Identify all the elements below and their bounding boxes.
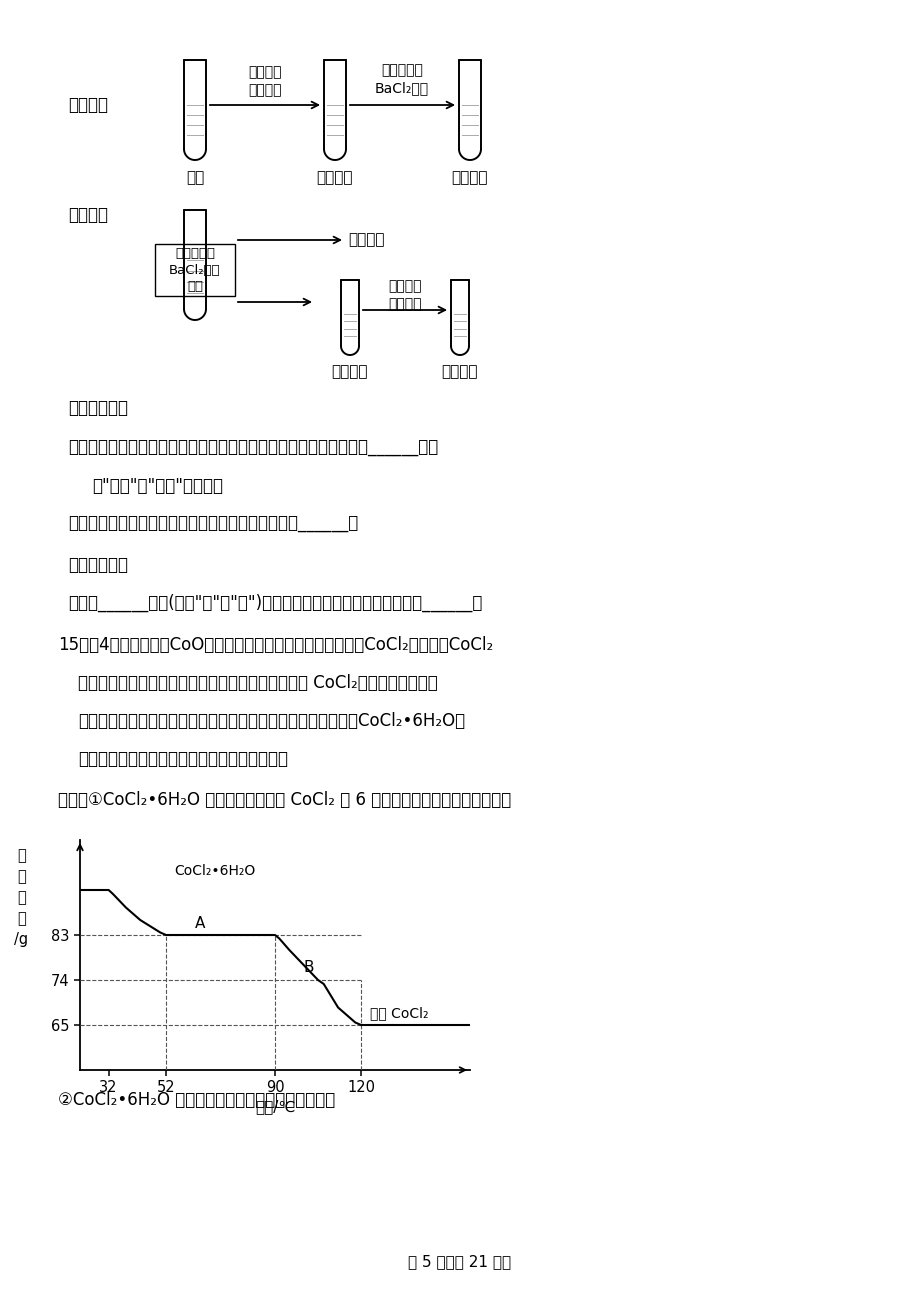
Text: ②CoCl₂•6H₂O 受热分解完全脱水的化学方程式为：: ②CoCl₂•6H₂O 受热分解完全脱水的化学方程式为：	[58, 1091, 335, 1109]
Text: 无色溶液: 无色溶液	[332, 365, 368, 379]
Text: 第 5 页（共 21 页）: 第 5 页（共 21 页）	[408, 1255, 511, 1269]
Text: 【实验结论】: 【实验结论】	[68, 398, 128, 417]
Text: （１）由甲、乙两同学的实验，可推知猜想１一定不正确，该溶液已______（选: （１）由甲、乙两同学的实验，可推知猜想１一定不正确，该溶液已______（选	[68, 439, 437, 457]
Text: 白色沉淠: 白色沉淠	[451, 171, 488, 185]
Text: 甲同学：: 甲同学：	[68, 96, 108, 115]
Text: 滴加无色
酸酞溶液: 滴加无色 酸酞溶液	[248, 65, 281, 98]
Text: 白色沉淀: 白色沉淀	[347, 233, 384, 247]
Text: 固
体
质
量
/g: 固 体 质 量 /g	[15, 848, 28, 947]
Text: 可制成变色水泥和显隐墨水。如图是粉红色的六水氯化钴晶体（CoCl₂•6H₂O）: 可制成变色水泥和显隐墨水。如图是粉红色的六水氯化钴晶体（CoCl₂•6H₂O）	[78, 712, 465, 730]
Text: 含结晶水数目不同而呈现不同颜色。利用蓝色的无水 CoCl₂吸水变色这一性质: 含结晶水数目不同而呈现不同颜色。利用蓝色的无水 CoCl₂吸水变色这一性质	[78, 674, 437, 691]
Text: 滴加无色
酸酞溶液: 滴加无色 酸酞溶液	[388, 279, 421, 311]
Text: （３）______同学(选填"甲"或"乙")不能得出正确的实验结论，其理由是______。: （３）______同学(选填"甲"或"乙")不能得出正确的实验结论，其理由是__…	[68, 594, 482, 612]
Text: （２）写出乙同学实验中生成白色沉淀的化学方程式______。: （２）写出乙同学实验中生成白色沉淀的化学方程式______。	[68, 516, 357, 533]
Text: 样品: 样品	[186, 171, 204, 185]
Text: 溶液变红: 溶液变红	[316, 171, 353, 185]
Text: 溶液变红: 溶液变红	[441, 365, 478, 379]
Text: B: B	[303, 961, 313, 975]
Text: 乙同学：: 乙同学：	[68, 206, 108, 224]
Text: 已知：①CoCl₂•6H₂O 的相对分子质量为 CoCl₂ 和 6 个结晶水的相对分子质量之和。: 已知：①CoCl₂•6H₂O 的相对分子质量为 CoCl₂ 和 6 个结晶水的相…	[58, 792, 511, 809]
Text: CoCl₂•6H₂O: CoCl₂•6H₂O	[175, 865, 255, 878]
Text: 滴加过量的
BaCl₂溶液: 滴加过量的 BaCl₂溶液	[375, 62, 428, 95]
Text: 填"部分"或"全部"）变质。: 填"部分"或"全部"）变质。	[92, 477, 222, 495]
Text: A: A	[195, 915, 205, 931]
Text: 【评价反思】: 【评价反思】	[68, 556, 128, 574]
Text: 无水 CoCl₂: 无水 CoCl₂	[369, 1006, 427, 1021]
Text: 15．（4分）氧化钴（CoO）溶于盐酸可得到粉红色的氯化钴（CoCl₂）溶液。CoCl₂: 15．（4分）氧化钴（CoO）溶于盐酸可得到粉红色的氯化钴（CoCl₂）溶液。C…	[58, 635, 493, 654]
Text: 滴加过量的
BaCl₂溶液
过滤: 滴加过量的 BaCl₂溶液 过滤	[169, 247, 221, 293]
FancyBboxPatch shape	[154, 243, 234, 296]
X-axis label: 温度/℃: 温度/℃	[255, 1100, 295, 1115]
Text: 受热分解时，剩余固体质量随温度变化的曲线。: 受热分解时，剩余固体质量随温度变化的曲线。	[78, 750, 288, 768]
